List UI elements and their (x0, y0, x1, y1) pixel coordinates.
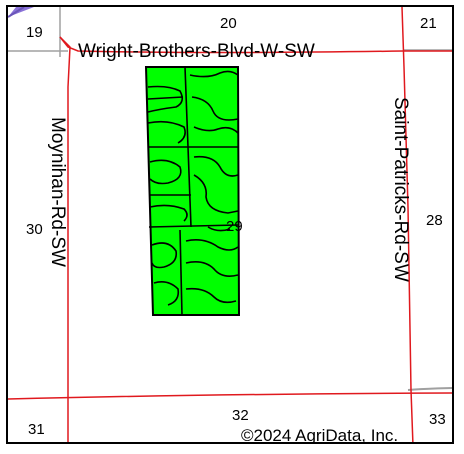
road-label-north: Wright-Brothers-Blvd-W-SW (78, 41, 315, 62)
section-number: 19 (26, 24, 43, 41)
soil-line (151, 242, 178, 269)
road-south (8, 392, 452, 400)
road-wright-brothers (59, 36, 452, 54)
section-number: 32 (232, 407, 249, 424)
soil-line (149, 159, 182, 185)
soil-line (185, 261, 239, 277)
soil-line (147, 120, 186, 144)
section-number: 33 (429, 411, 446, 428)
road-gray-se (407, 387, 452, 391)
soil-line (149, 204, 188, 222)
section-number: 30 (26, 221, 43, 238)
soil-contours (147, 66, 239, 316)
soil-line (153, 281, 180, 306)
soil-line (185, 287, 237, 304)
corner-marker-edge (8, 7, 25, 18)
soil-line (179, 229, 183, 316)
soil-line (193, 126, 239, 134)
section-number: 29 (226, 218, 243, 235)
corner-marker (8, 7, 34, 17)
road-saint-patricks (401, 7, 414, 442)
copyright-notice: ©2024 AgriData, Inc. (241, 426, 398, 444)
soil-line (185, 239, 239, 251)
soil-line (193, 155, 239, 177)
section-number: 28 (426, 212, 443, 229)
soil-line (207, 226, 231, 232)
map-canvas: Wright-Brothers-Blvd-W-SW Moynihan-Rd-SW… (8, 7, 452, 444)
soil-line (191, 96, 239, 121)
road-label-east: Saint-Patricks-Rd-SW (390, 97, 411, 282)
field-boundary (144, 66, 241, 316)
soil-line (147, 85, 184, 113)
section-number: 20 (220, 15, 237, 32)
soil-line (189, 70, 239, 78)
field-area (144, 66, 241, 316)
soil-map: Wright-Brothers-Blvd-W-SW Moynihan-Rd-SW… (6, 5, 454, 444)
road-label-west: Moynihan-Rd-SW (47, 117, 68, 267)
soil-line (148, 224, 239, 228)
section-number: 21 (420, 15, 437, 32)
soil-line (193, 174, 239, 214)
soil-line (147, 96, 184, 100)
road-moynihan (59, 36, 71, 442)
section-number: 31 (28, 421, 45, 438)
